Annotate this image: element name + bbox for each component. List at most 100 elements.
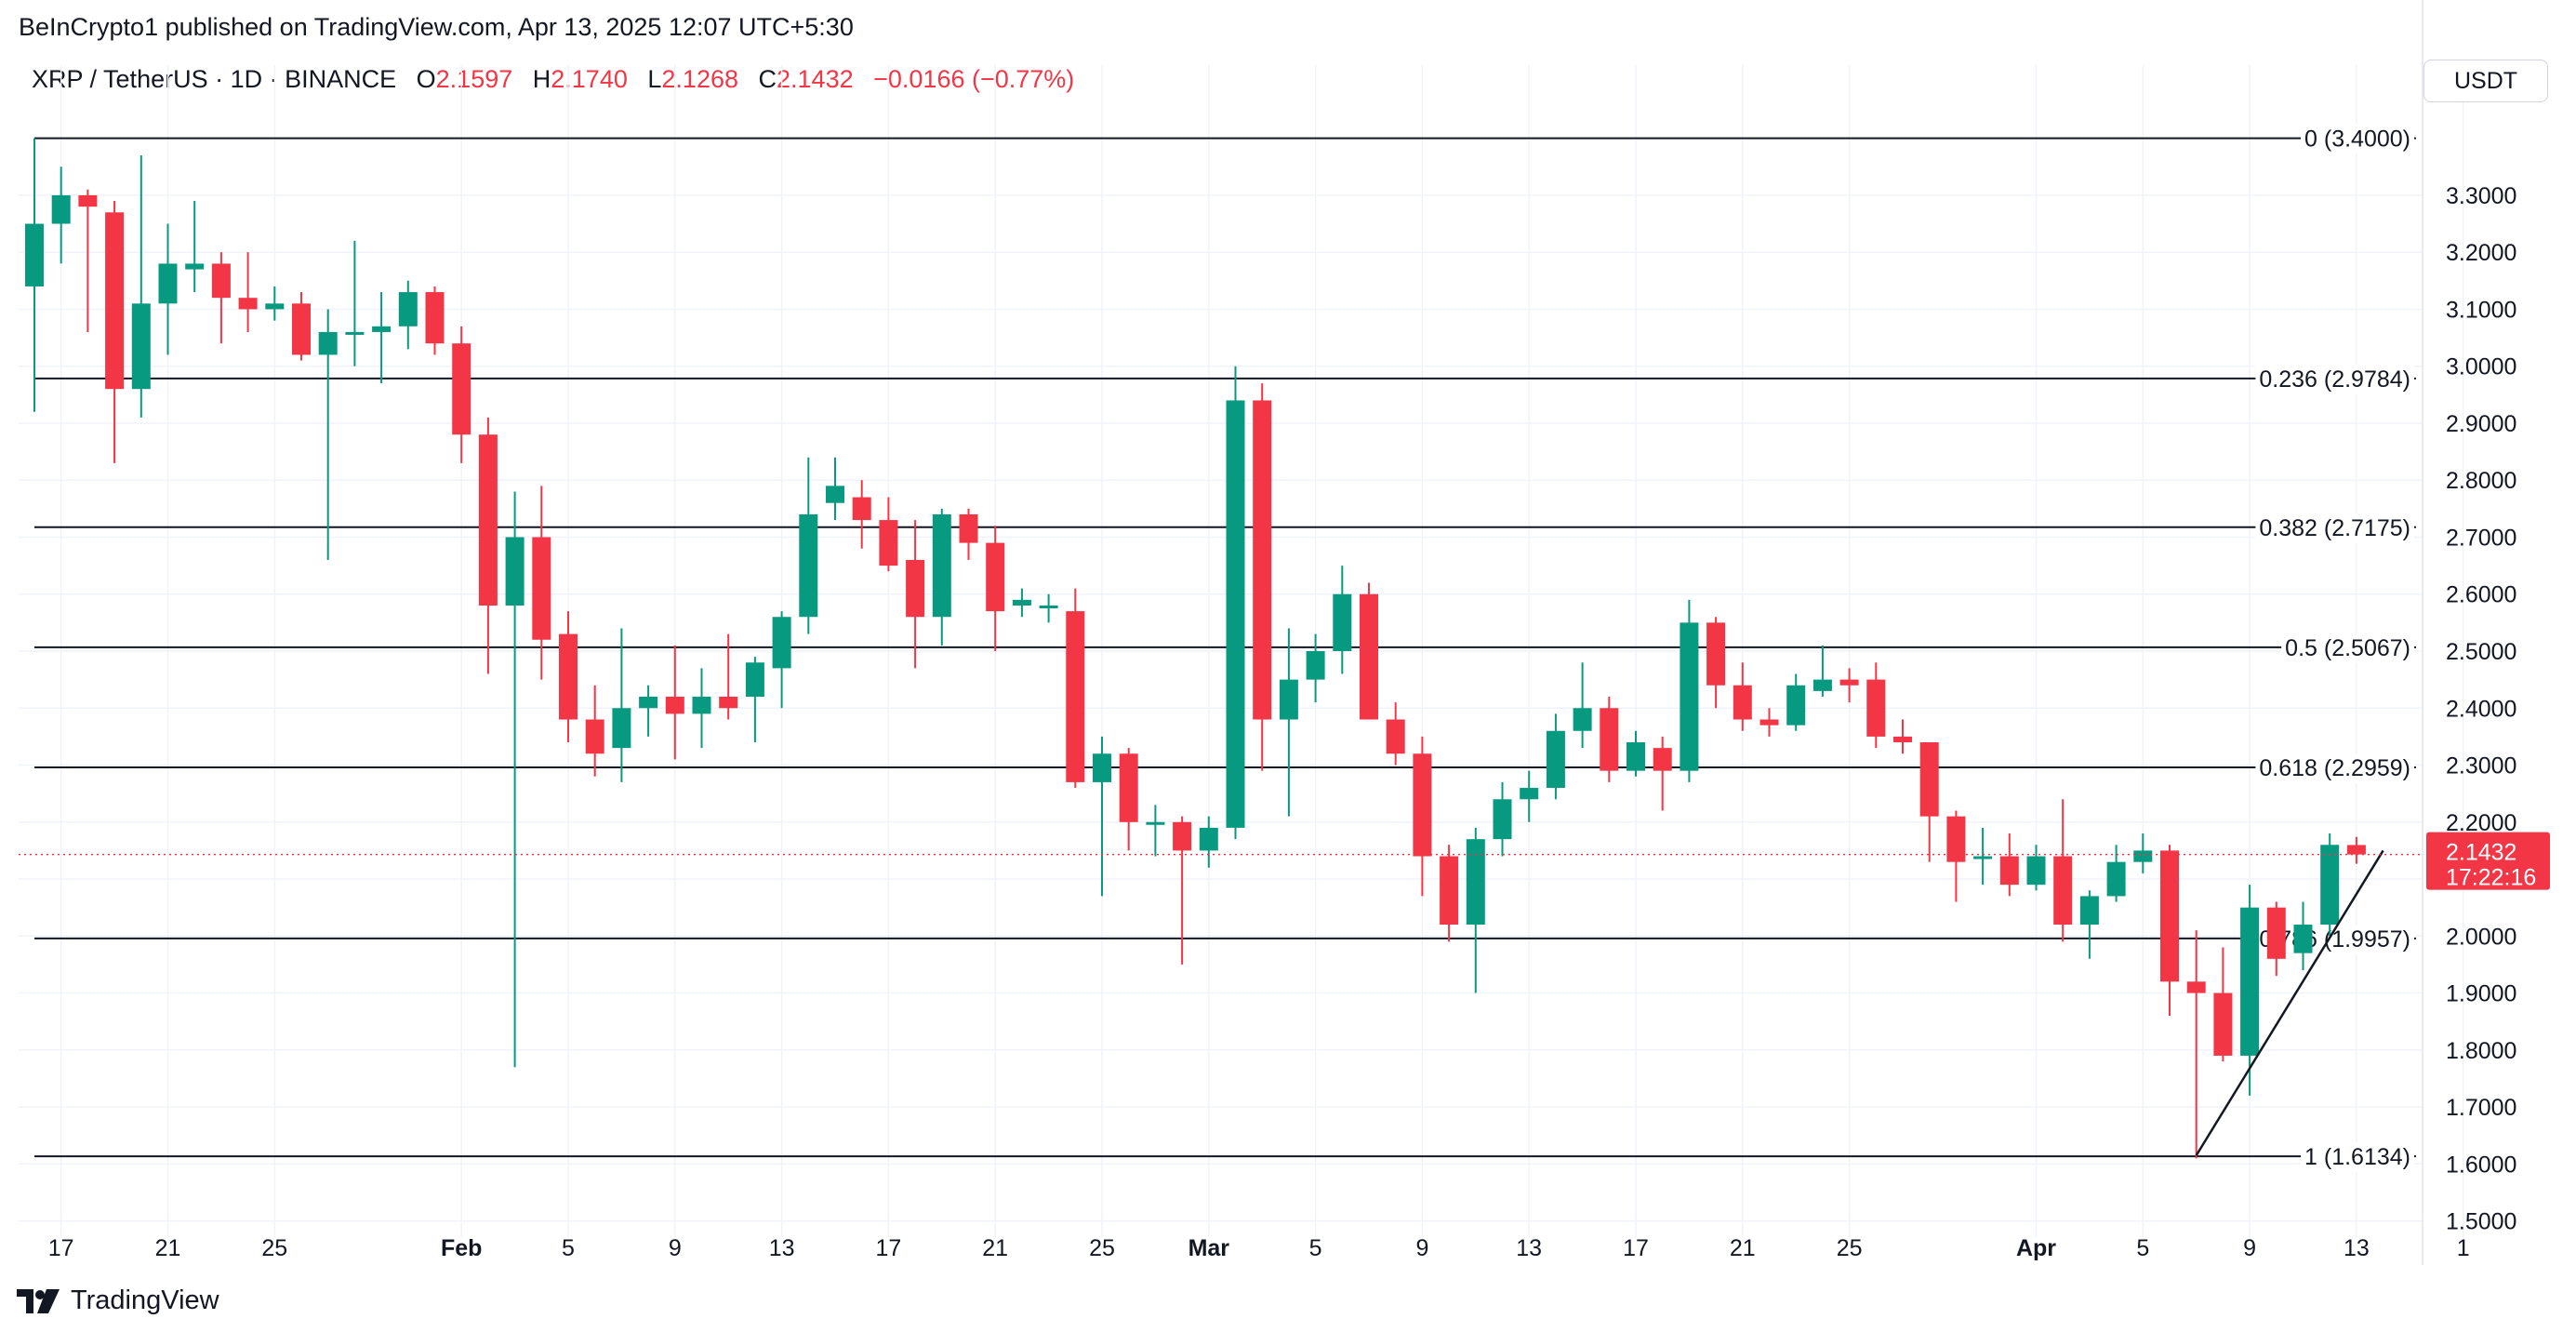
time-tick-label: 25: [1837, 1235, 1863, 1261]
price-axis[interactable]: 3.3000 3.2000 3.1000 3.0000 2.9000 2.8000 2.70…: [2446, 183, 2516, 1235]
candle-body: [1440, 856, 1459, 926]
fib-label-bg: [2255, 364, 2414, 394]
candle: [425, 286, 445, 355]
candle: [2133, 833, 2153, 873]
fib-label-bg: [2301, 1142, 2414, 1173]
candle-body: [1012, 599, 1031, 606]
time-tick-label: 17: [48, 1235, 74, 1261]
candle-body: [2266, 907, 2286, 959]
candle-body: [2346, 845, 2366, 855]
candle: [1600, 697, 1619, 782]
time-tick-label: 13: [1516, 1235, 1542, 1261]
candle-body: [398, 292, 418, 326]
candle-body: [826, 486, 844, 503]
candle: [265, 286, 285, 321]
candle-body: [78, 194, 98, 207]
candle: [719, 633, 738, 720]
tradingview-logo-icon: [17, 1288, 60, 1313]
last-price-value: 2.1432: [2446, 840, 2516, 866]
price-tick-label: 2.9000: [2446, 411, 2516, 437]
candle: [2346, 836, 2366, 864]
candle-body: [932, 513, 951, 618]
candle: [1253, 383, 1272, 771]
candle-body: [1973, 856, 1993, 859]
candle-body: [105, 212, 125, 390]
price-tick-label: 1.8000: [2446, 1038, 2516, 1064]
tradingview-brand[interactable]: TradingView: [17, 1285, 219, 1316]
time-tick-label: 9: [1415, 1235, 1428, 1261]
candle-body: [1253, 400, 1272, 720]
candle-body: [986, 542, 1005, 612]
bar-countdown: 17:22:16: [2446, 865, 2536, 891]
candle: [1546, 713, 1565, 800]
candle-body: [692, 697, 711, 714]
candle-body: [1600, 708, 1619, 771]
symbol-name[interactable]: XRP / TetherUS · 1D · BINANCE: [32, 65, 397, 93]
candle-body: [2160, 850, 2179, 982]
candle: [2186, 930, 2206, 1159]
candle-body: [799, 513, 818, 618]
candle-body: [2026, 856, 2046, 886]
time-tick-label: 5: [1309, 1235, 1322, 1261]
candle: [1946, 810, 1966, 902]
time-axis[interactable]: 17 21 25 Feb 5 9 13 17 21 25 Mar 5 9 13 17 21 25 Apr 5 9 13 1: [48, 1235, 2470, 1261]
candle: [1680, 599, 1699, 782]
trendline[interactable]: [2195, 849, 2384, 1156]
support-trendline[interactable]: [2195, 849, 2384, 1156]
candle-body: [2320, 845, 2340, 926]
candle-body: [2186, 981, 2206, 993]
time-tick-label: 1: [2457, 1235, 2470, 1261]
candle: [639, 685, 658, 737]
time-tick-label: 5: [2136, 1235, 2149, 1261]
candle: [1440, 845, 1459, 942]
candle: [1733, 662, 1752, 731]
price-tick-label: 1.9000: [2446, 981, 2516, 1007]
candle: [1839, 668, 1859, 703]
candle: [772, 611, 791, 709]
candle: [292, 292, 311, 361]
candle: [1893, 719, 1912, 754]
time-tick-label: 25: [261, 1235, 287, 1261]
candle-body: [185, 263, 205, 270]
candle: [211, 252, 231, 344]
time-tick-label: Mar: [1188, 1235, 1230, 1261]
candle-body: [318, 331, 338, 355]
candle-body: [1333, 593, 1352, 651]
price-tick-label: 2.7000: [2446, 525, 2516, 551]
candle: [1012, 588, 1031, 618]
candle-body: [559, 633, 578, 720]
price-tick-label: 1.6000: [2446, 1152, 2516, 1178]
time-tick-label: Feb: [441, 1235, 482, 1261]
time-tick-label: 13: [2344, 1235, 2370, 1261]
low-label: L: [647, 65, 662, 93]
candle-body: [1759, 719, 1779, 726]
candle: [852, 480, 871, 549]
candle: [692, 668, 711, 749]
time-tick-label: 9: [2243, 1235, 2256, 1261]
time-tick-label: 13: [769, 1235, 795, 1261]
candle: [2160, 845, 2179, 1017]
fib-label: 0.382 (2.7175): [2259, 515, 2410, 541]
candle: [1199, 816, 1218, 868]
fibonacci-levels[interactable]: 0 (3.4000) 0.236 (2.9784) 0.382 (2.7175) 0.…: [34, 124, 2416, 1173]
candle-body: [1466, 839, 1485, 926]
candle: [158, 223, 178, 355]
fib-label: 0 (3.4000): [2304, 127, 2410, 153]
open-label: O: [416, 65, 436, 93]
candle: [372, 292, 392, 384]
fib-label-bg: [2281, 633, 2414, 663]
candle-body: [1946, 816, 1966, 862]
candle: [1919, 742, 1939, 862]
price-tick-label: 2.8000: [2446, 468, 2516, 494]
candle: [2026, 845, 2046, 891]
candle: [505, 491, 524, 1068]
candle: [1627, 730, 1645, 777]
close-label: C: [758, 65, 777, 93]
candle: [2079, 890, 2099, 959]
candle-body: [1573, 708, 1592, 731]
publisher-line: BeInCrypto1 published on TradingView.com…: [19, 13, 854, 41]
candle: [398, 280, 418, 350]
currency-button[interactable]: USDT: [2423, 60, 2548, 102]
